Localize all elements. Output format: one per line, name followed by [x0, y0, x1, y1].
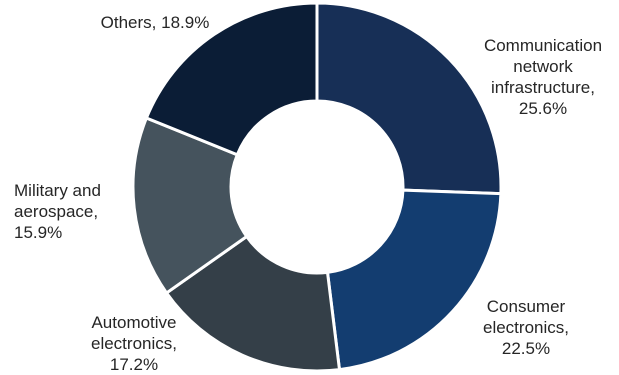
slice-label-communication: Communication network infrastructure, 25…: [476, 35, 610, 119]
slice-label-line: 17.2%: [109, 355, 159, 374]
donut-slice-0: [315, 1, 503, 196]
donut-slice-4: [144, 1, 319, 157]
slice-label-automotive: Automotive electronics, 17.2%: [78, 312, 190, 375]
slice-label-line: 22.5%: [501, 339, 551, 358]
donut-slice-3: [131, 116, 249, 296]
donut-slice-2: [164, 234, 342, 373]
slice-label-line: Consumer: [486, 297, 566, 316]
slice-label-line: 15.9%: [14, 223, 63, 242]
slice-label-line: network: [513, 57, 573, 76]
slice-label-military: Military and aerospace, 15.9%: [14, 180, 124, 243]
slice-label-line: infrastructure,: [491, 78, 595, 97]
slice-label-line: Others, 18.9%: [100, 13, 210, 32]
slice-label-others: Others, 18.9%: [80, 12, 230, 33]
slice-label-line: Automotive: [91, 313, 177, 332]
slice-label-line: electronics,: [483, 318, 569, 337]
slice-label-line: aerospace,: [14, 202, 99, 221]
slice-label-line: Military and: [14, 181, 101, 200]
donut-slice-1: [325, 188, 503, 372]
slice-label-line: electronics,: [91, 334, 177, 353]
slice-label-consumer: Consumer electronics, 22.5%: [470, 296, 582, 359]
slice-label-line: Communication: [483, 36, 603, 55]
slice-label-line: 25.6%: [518, 99, 568, 118]
